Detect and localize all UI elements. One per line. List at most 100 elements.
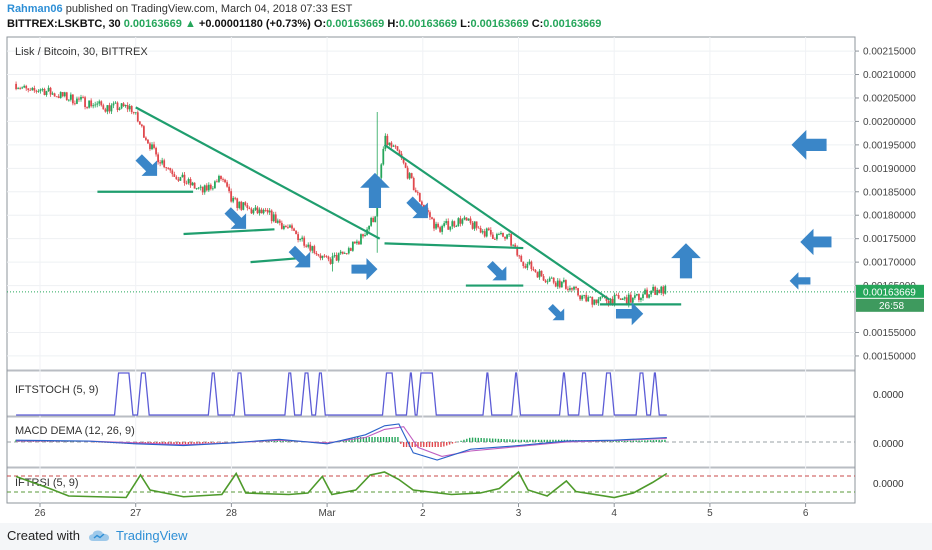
candle-body [222,179,224,180]
candle-body [556,280,559,287]
candle-body [337,253,340,261]
macd-histogram-bar [440,442,442,447]
candle-body [445,221,448,224]
macd-histogram-bar [517,439,520,442]
candle-body [116,102,119,110]
candle-body [319,255,322,259]
price-tick-label: 0.00215000 [863,47,916,58]
candle-body [193,182,196,189]
macd-histogram-bar [603,440,606,442]
macd-histogram-bar [428,442,431,447]
candle-body [530,261,533,269]
candle-body [258,209,261,214]
candle-body [493,238,496,240]
macd-histogram-bar [417,442,419,447]
macd-histogram-bar [290,440,293,442]
candle-body [140,124,143,127]
candle-body [214,181,216,189]
candle-body [295,230,297,235]
candle-body [506,234,508,239]
candle-body [439,227,442,232]
chart-area[interactable]: 0.00215000 0.00210000 0.00205000 0.00200000… [0,0,932,523]
candle-body [147,139,149,144]
candle-body [120,103,123,109]
candle-body [368,225,370,230]
candle-body [459,218,462,224]
candle-body [110,105,113,112]
candle-body [25,85,28,89]
macd-histogram-bar [161,442,164,445]
candle-body [41,89,44,90]
date-tick-label: 6 [803,508,809,519]
candle-body [621,298,624,300]
trendline [384,242,524,250]
candle-body [455,226,458,227]
macd-histogram-bar [379,437,382,442]
candle-body [585,295,588,302]
trend-arrow-icon [486,261,507,281]
candle-body [45,91,48,95]
candle-body [502,232,504,237]
trendline [383,143,611,301]
macd-histogram-bar [371,437,373,442]
symbol-label: BITTREX:LSKBTC, 30 [7,18,121,30]
candle-body [481,231,484,233]
macd-histogram-bar [156,442,158,445]
macd-histogram-bar [204,442,207,444]
macd-histogram-bar [391,437,393,442]
macd-histogram-bar [537,439,540,442]
macd-histogram-bar [664,439,666,442]
candle-body [534,270,537,273]
macd-histogram-bar [388,437,391,442]
candle-body [636,294,638,296]
candle-body [473,221,476,229]
candle-body [607,300,610,304]
author-link[interactable]: Rahman06 [7,3,63,15]
candle-body [86,107,88,108]
candle-body [53,93,56,97]
macd-histogram-bar [184,442,187,445]
macd-histogram-bar [649,440,652,442]
macd-histogram-bar [661,439,663,442]
candle-body [278,220,281,223]
candle-body [467,218,470,221]
candle-body [364,234,366,237]
candle-body [155,147,157,155]
date-tick-label: 26 [34,508,46,519]
candle-body [209,184,212,189]
candle-body [536,272,539,278]
macd-histogram-bar [345,439,347,442]
candle-body [343,253,346,254]
macd-signal-line [16,426,667,457]
candle-body [59,92,62,98]
candle-body [39,89,42,92]
tradingview-link[interactable]: TradingView [88,528,188,543]
candle-body [183,174,186,183]
candle-body [159,162,162,164]
price-tick-label: 0.00190000 [863,164,916,175]
macd-histogram-bar [543,439,546,442]
candle-body [37,91,40,92]
macd-histogram-bar [405,442,408,447]
macd-histogram-bar [288,440,290,442]
macd-title: MACD DEMA (12, 26, 9) [15,425,135,437]
candle-body [558,280,561,288]
candle-body [374,216,377,223]
change-value: +0.00001180 (+0.73%) [198,18,311,30]
macd-histogram-bar [468,437,471,442]
candle-body [498,233,500,235]
macd-histogram-bar [552,439,554,442]
candle-body [191,182,194,186]
candle-body [581,295,584,300]
candle-body [457,218,460,227]
candle-body [479,228,482,233]
candle-body [142,126,145,138]
candle-body [542,276,545,281]
price-tick-label: 0.00175000 [863,234,916,245]
candle-body [487,228,490,230]
candle-body [211,188,214,190]
candle-body [272,214,275,222]
candle-body [252,209,255,214]
candle-body [185,182,188,184]
macd-histogram-bar [609,440,612,442]
